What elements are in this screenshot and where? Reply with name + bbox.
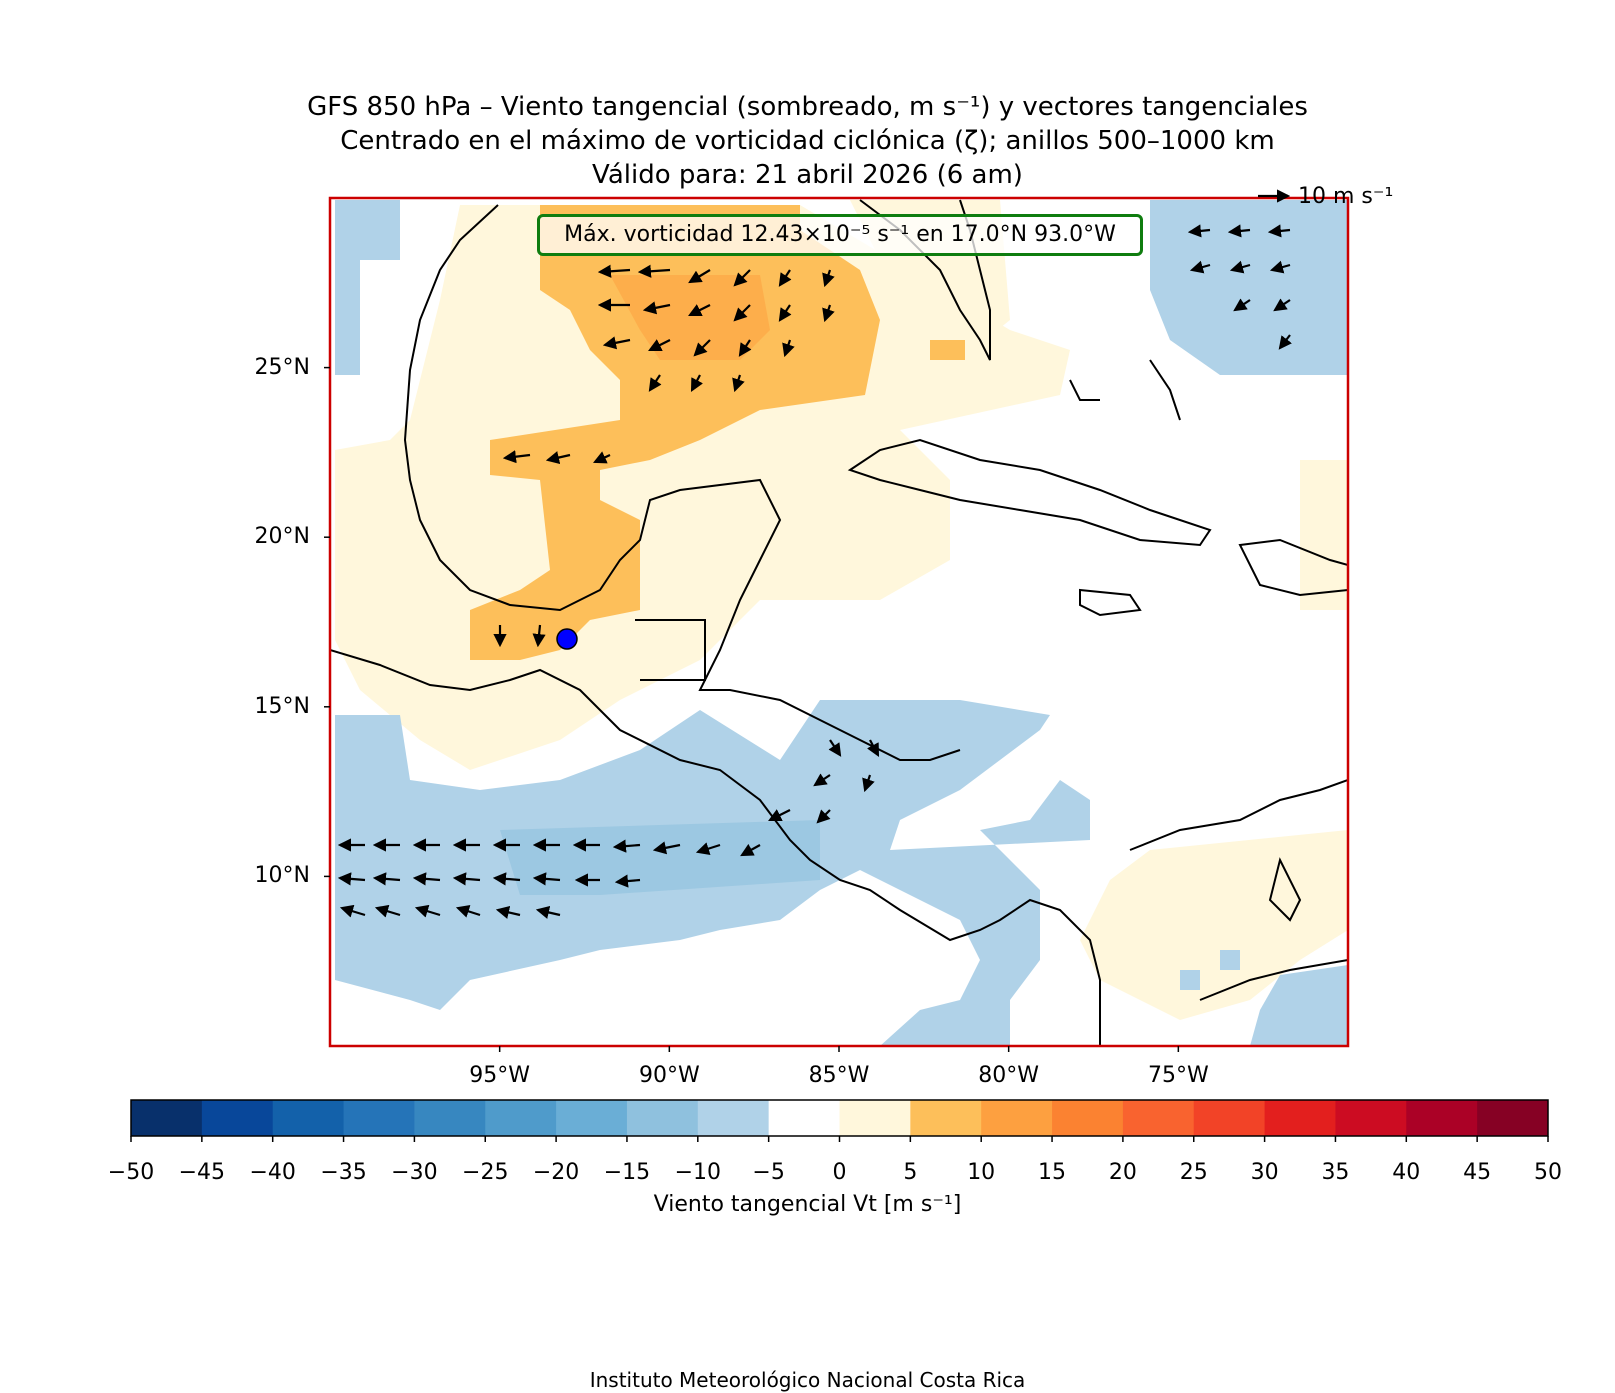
colorbar-tick-label: −35 — [320, 1160, 367, 1185]
reference-vector-label: 10 m s⁻¹ — [1298, 184, 1394, 209]
colorbar-tick-label: −25 — [462, 1160, 509, 1185]
colorbar — [130, 1099, 1549, 1142]
colorbar-tick-label: −40 — [249, 1160, 296, 1185]
colorbar-tick-label: −50 — [107, 1160, 155, 1185]
colorbar-segment — [485, 1100, 557, 1136]
map-title-line-3: Válido para: 21 abril 2026 (6 am) — [592, 160, 1023, 190]
colorbar-tick-label: −45 — [178, 1160, 226, 1185]
colorbar-segment — [556, 1100, 628, 1136]
map-title-line-2: Centrado en el máximo de vorticidad cicl… — [340, 126, 1275, 156]
colorbar-segment — [131, 1100, 203, 1136]
colorbar-tick-label: 15 — [1038, 1160, 1067, 1185]
colorbar-tick-label: 50 — [1534, 1160, 1562, 1185]
lon-tick-label: 85°W — [808, 1063, 870, 1088]
colorbar-tick-label: 20 — [1108, 1160, 1137, 1185]
colorbar-segment — [768, 1100, 840, 1136]
colorbar-tick-label: 30 — [1250, 1160, 1279, 1185]
lon-tick-label: 95°W — [469, 1063, 531, 1088]
colorbar-segment — [272, 1100, 345, 1136]
lat-tick-label: 25°N — [254, 354, 310, 380]
colorbar-segment — [1335, 1100, 1407, 1136]
colorbar-tick-label: 40 — [1392, 1160, 1421, 1185]
colorbar-segment — [910, 1100, 982, 1136]
wind-vectors — [337, 224, 1292, 919]
map-title-line-1: GFS 850 hPa – Viento tangencial (sombrea… — [307, 92, 1308, 122]
colorbar-segment — [1477, 1100, 1549, 1136]
lon-tick-label: 75°W — [1147, 1063, 1209, 1088]
colorbar-tick-label: −10 — [674, 1160, 722, 1185]
colorbar-segment — [697, 1100, 770, 1136]
vorticity-center-marker — [556, 628, 578, 650]
colorbar-tick-label: 5 — [903, 1160, 918, 1185]
credit-text: Instituto Meteorológico Nacional Costa R… — [589, 1368, 1026, 1392]
colorbar-tick-label: 10 — [967, 1160, 996, 1185]
lon-tick-label: 90°W — [638, 1063, 700, 1088]
colorbar-segment — [1193, 1100, 1266, 1136]
colorbar-segment — [981, 1100, 1053, 1136]
colorbar-tick-label: 45 — [1463, 1160, 1492, 1185]
colorbar-segment — [839, 1100, 911, 1136]
colorbar-tick-label: 25 — [1179, 1160, 1208, 1185]
lat-tick-label: 15°N — [254, 693, 310, 719]
colorbar-segment — [414, 1100, 486, 1136]
lon-tick-label: 80°W — [978, 1063, 1040, 1088]
colorbar-tick-label: −30 — [391, 1160, 438, 1185]
colorbar-tick-label: 35 — [1321, 1160, 1350, 1185]
max-vorticity-info-box: Máx. vorticidad 12.43×10⁻⁵ s⁻¹ en 17.0°N… — [537, 214, 1143, 256]
colorbar-tick-label: −15 — [603, 1160, 651, 1185]
colorbar-tick-label: 0 — [832, 1160, 847, 1185]
colorbar-label: Viento tangencial Vt [m s⁻¹] — [653, 1192, 962, 1217]
lat-tick-label: 10°N — [254, 863, 310, 889]
coastlines — [330, 199, 1348, 1046]
colorbar-tick-label: −5 — [752, 1160, 785, 1185]
colorbar-tick-label: −20 — [532, 1160, 580, 1185]
colorbar-segment — [1122, 1100, 1195, 1136]
colorbar-segment — [201, 1100, 274, 1136]
colorbar-segment — [1406, 1100, 1478, 1136]
colorbar-segment — [626, 1100, 699, 1136]
lat-tick-label: 20°N — [254, 524, 310, 550]
colorbar-segment — [343, 1100, 415, 1136]
colorbar-segment — [1264, 1100, 1336, 1136]
colorbar-segment — [1052, 1100, 1124, 1136]
